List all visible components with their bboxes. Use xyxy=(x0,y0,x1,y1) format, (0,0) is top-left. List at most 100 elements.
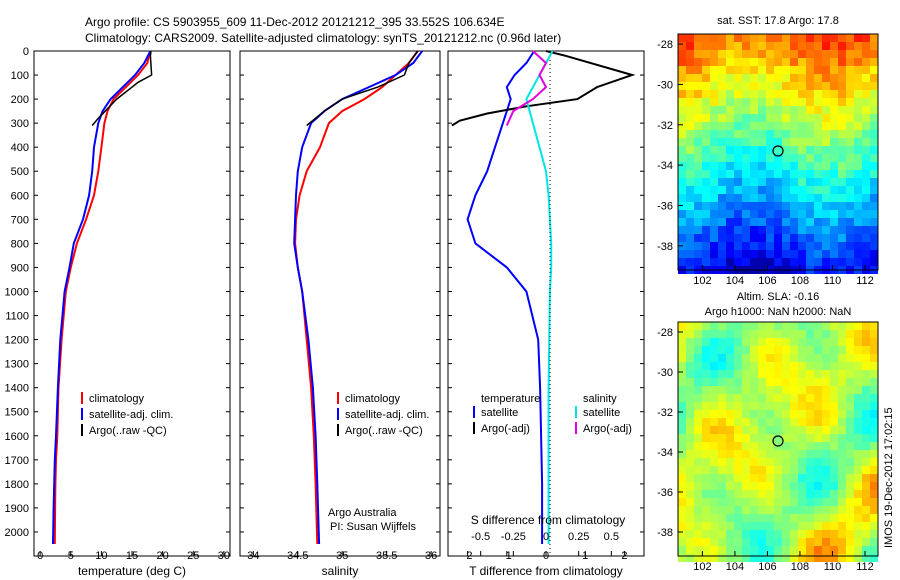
sst-map-cell xyxy=(774,242,782,250)
sla-map-cell xyxy=(750,330,758,338)
sla-map-cell xyxy=(798,474,806,482)
sla-map-cell xyxy=(758,346,766,354)
sla-map-cell xyxy=(862,330,870,338)
sst-map-cell xyxy=(862,202,870,210)
temperature-legend: climatology satellite-adj. clim. Argo(..… xyxy=(81,392,173,437)
sla-map-cell xyxy=(806,402,814,410)
sst-map-cell xyxy=(734,106,742,114)
sst-map-cell xyxy=(710,50,718,58)
sla-map-cell xyxy=(830,530,838,538)
sst-map-cell xyxy=(710,146,718,154)
series-line xyxy=(451,50,636,127)
sst-map-cell xyxy=(790,106,798,114)
sst-map-cell xyxy=(862,74,870,82)
sst-map-cell xyxy=(798,90,806,98)
sst-map-cell xyxy=(798,186,806,194)
sla-map-cell xyxy=(774,506,782,514)
sla-map-cell xyxy=(814,410,822,418)
sst-map-cell xyxy=(782,98,790,106)
sst-map-cell xyxy=(782,42,790,50)
sst-map-cell xyxy=(710,186,718,194)
sla-map-cell xyxy=(726,370,734,378)
sst-map-cell xyxy=(870,146,878,154)
sla-map-cell xyxy=(750,466,758,474)
sla-map-cell xyxy=(758,362,766,370)
sst-map-cell xyxy=(758,162,766,170)
sla-map-cell xyxy=(694,354,702,362)
sst-map-cell xyxy=(710,74,718,82)
sla-map-cell xyxy=(686,482,694,490)
sst-map-cell xyxy=(830,186,838,194)
sla-map-cell xyxy=(726,522,734,530)
sst-map-cell xyxy=(806,154,814,162)
sst-map-cell xyxy=(790,210,798,218)
sst-map-cell xyxy=(750,154,758,162)
credit-line-2: PI: Susan Wijffels xyxy=(330,521,416,533)
depth-tick-label: 1600 xyxy=(5,431,29,443)
sla-map-cell xyxy=(846,426,854,434)
sla-map-cell xyxy=(870,338,878,346)
sla-map-cell xyxy=(790,418,798,426)
sst-map-cell xyxy=(678,90,686,98)
sst-map-cell xyxy=(758,210,766,218)
sla-map-cell xyxy=(846,434,854,442)
sla-map-cell xyxy=(718,530,726,538)
sst-map-cell xyxy=(846,258,854,266)
sla-map-cell xyxy=(838,378,846,386)
sla-map-cell xyxy=(774,554,782,562)
sla-map-cell xyxy=(694,442,702,450)
sla-map-cell xyxy=(854,554,862,562)
sla-map-cell xyxy=(790,530,798,538)
sla-map-cell xyxy=(822,498,830,506)
sst-map-cell xyxy=(758,34,766,42)
sla-map-cell xyxy=(710,538,718,546)
sst-map-cell xyxy=(678,218,686,226)
sst-map-cell xyxy=(702,186,710,194)
sst-map-cell xyxy=(806,162,814,170)
sst-map-cell xyxy=(790,162,798,170)
sla-map-cell xyxy=(814,338,822,346)
sst-map-cell xyxy=(758,122,766,130)
sst-map-cell xyxy=(838,170,846,178)
sst-map-cell xyxy=(854,258,862,266)
sla-map-cell xyxy=(782,386,790,394)
sla-map-cell xyxy=(806,426,814,434)
sst-map-cell xyxy=(806,42,814,50)
sst-map-cell xyxy=(686,242,694,250)
sst-map-cell xyxy=(790,250,798,258)
sla-map-cell xyxy=(678,354,686,362)
sla-map-cell xyxy=(838,386,846,394)
sst-map-cell xyxy=(718,154,726,162)
sla-map-cell xyxy=(790,426,798,434)
sst-map-cell xyxy=(726,258,734,266)
sst-map-cell xyxy=(718,42,726,50)
sst-map-cell xyxy=(854,58,862,66)
sst-map-cell xyxy=(718,34,726,42)
sla-map-cell xyxy=(830,378,838,386)
sla-map-cell xyxy=(766,338,774,346)
sst-map-cell xyxy=(846,178,854,186)
sst-map-cell xyxy=(686,178,694,186)
sst-map-cell xyxy=(718,234,726,242)
sla-map-cell xyxy=(734,482,742,490)
difference-xlabel: T difference from climatology xyxy=(469,564,623,578)
sst-map-cell xyxy=(782,178,790,186)
sla-map-cell xyxy=(822,330,830,338)
sla-map-cell xyxy=(854,530,862,538)
sla-map-cell xyxy=(830,362,838,370)
sla-map-cell xyxy=(854,466,862,474)
sst-map-cell xyxy=(766,242,774,250)
sla-map-cell xyxy=(678,554,686,562)
sla-map-cell xyxy=(854,482,862,490)
sla-map-cell xyxy=(686,338,694,346)
sst-map-cell xyxy=(678,258,686,266)
sst-map-cell xyxy=(862,42,870,50)
sst-map-cell xyxy=(726,178,734,186)
sla-map-cell xyxy=(822,426,830,434)
sst-map-cell xyxy=(798,154,806,162)
sst-map-cell xyxy=(854,162,862,170)
sst-map-cell xyxy=(782,34,790,42)
sst-map-cell xyxy=(846,242,854,250)
sst-map-cell xyxy=(694,162,702,170)
sst-map-cell xyxy=(806,258,814,266)
